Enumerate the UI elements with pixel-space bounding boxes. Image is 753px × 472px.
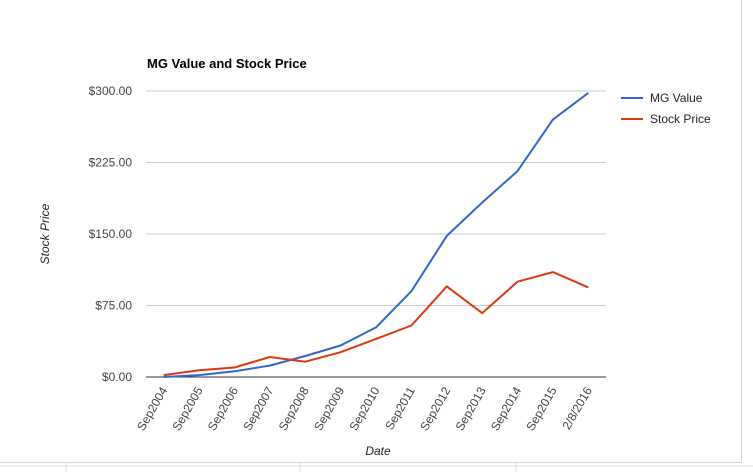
x-tick-labels: Sep2004 Sep2005 Sep2006 Sep2007 Sep2008 Sep20… <box>134 384 595 433</box>
chart-title: MG Value and Stock Price <box>147 56 307 71</box>
x-tick-label: Sep2005 <box>170 384 206 433</box>
x-tick-label: Sep2007 <box>240 384 276 433</box>
x-tick-label: Sep2009 <box>311 384 347 433</box>
chart-panel: $0.00 $75.00 $150.00 $225.00 $300.00 Sep2004… <box>0 0 742 463</box>
x-axis-title: Date <box>365 444 391 458</box>
y-tick-label: $150.00 <box>89 227 133 241</box>
y-tick-label: $0.00 <box>102 370 132 384</box>
legend: MG Value Stock Price <box>621 91 711 126</box>
x-tick-label: Sep2014 <box>488 384 524 433</box>
series-line-mg-value <box>163 92 589 378</box>
legend-label-mg-value: MG Value <box>650 91 703 105</box>
legend-label-stock-price: Stock Price <box>650 112 711 126</box>
x-tick-label: Sep2008 <box>276 384 312 433</box>
x-tick-label: Sep2004 <box>134 384 170 433</box>
x-tick-label: Sep2010 <box>346 384 382 433</box>
y-tick-label: $300.00 <box>89 84 133 98</box>
x-tick-label: Sep2006 <box>205 384 241 433</box>
y-tick-label: $225.00 <box>89 156 133 170</box>
x-tick-label: Sep2012 <box>417 384 453 433</box>
x-tick-label: Sep2011 <box>382 384 418 432</box>
x-tick-label: Sep2013 <box>453 384 489 433</box>
series-lines <box>163 92 589 378</box>
grid-lines <box>146 90 606 378</box>
x-tick-label: Sep2015 <box>523 384 559 433</box>
line-chart: $0.00 $75.00 $150.00 $225.00 $300.00 Sep2004… <box>38 56 711 458</box>
series-line-stock-price <box>163 271 589 377</box>
y-tick-label: $75.00 <box>95 299 132 313</box>
y-axis-title: Stock Price <box>38 203 52 264</box>
x-tick-label: 2/8/2016 <box>559 384 595 432</box>
y-tick-labels: $0.00 $75.00 $150.00 $225.00 $300.00 <box>89 84 133 384</box>
